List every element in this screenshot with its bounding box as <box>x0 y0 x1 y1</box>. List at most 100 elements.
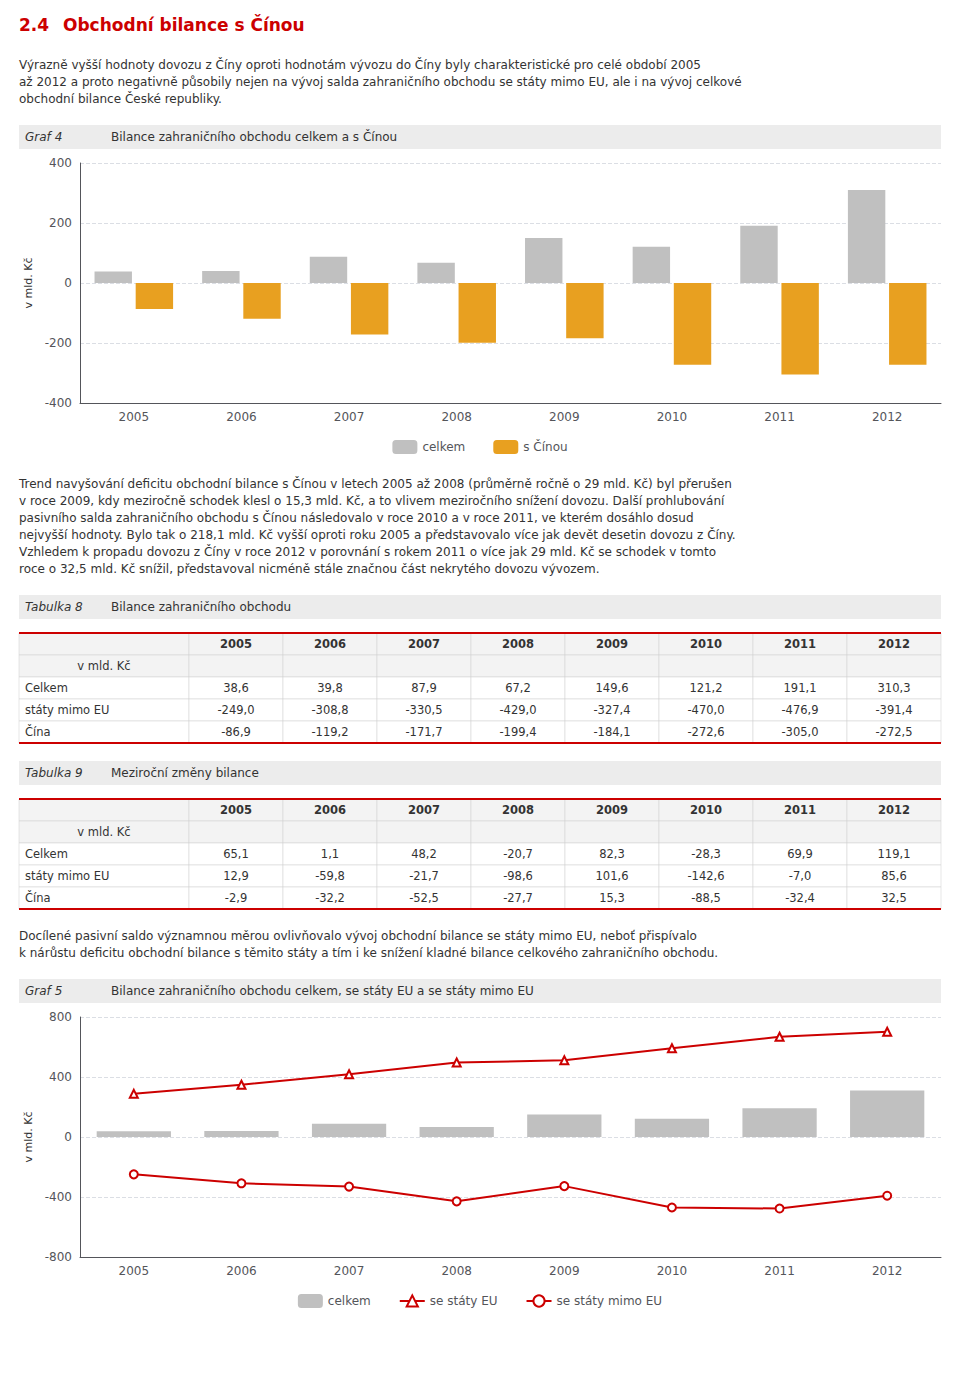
svg-text:-305,0: -305,0 <box>781 725 818 739</box>
svg-text:400: 400 <box>49 156 72 170</box>
svg-text:-52,5: -52,5 <box>409 891 439 905</box>
svg-text:-199,4: -199,4 <box>499 725 536 739</box>
svg-text:Tabulka 8: Tabulka 8 <box>25 600 83 614</box>
svg-text:státy mimo EU: státy mimo EU <box>25 869 110 883</box>
svg-text:-327,4: -327,4 <box>593 703 630 717</box>
svg-text:2006: 2006 <box>314 637 346 651</box>
svg-text:2005: 2005 <box>119 1264 150 1278</box>
svg-text:2011: 2011 <box>784 637 816 651</box>
svg-text:Celkem: Celkem <box>25 681 68 695</box>
svg-text:-171,7: -171,7 <box>405 725 442 739</box>
svg-text:800: 800 <box>49 1010 72 1024</box>
svg-text:-98,6: -98,6 <box>503 869 533 883</box>
svg-text:Čína: Čína <box>25 890 51 905</box>
svg-text:2012: 2012 <box>878 637 910 651</box>
svg-text:Tabulka 9: Tabulka 9 <box>25 766 83 780</box>
svg-text:v mld. Kč: v mld. Kč <box>77 825 130 839</box>
svg-text:2009: 2009 <box>549 1264 580 1278</box>
svg-text:k nárůstu deficitu obchodní bi: k nárůstu deficitu obchodní bilance s tě… <box>19 946 718 960</box>
svg-text:-142,6: -142,6 <box>687 869 724 883</box>
svg-text:310,3: 310,3 <box>878 681 911 695</box>
svg-text:2007: 2007 <box>408 803 440 817</box>
svg-text:2008: 2008 <box>441 410 472 424</box>
svg-text:-32,2: -32,2 <box>315 891 345 905</box>
svg-text:39,8: 39,8 <box>317 681 343 695</box>
svg-text:-330,5: -330,5 <box>405 703 442 717</box>
svg-text:-200: -200 <box>45 336 72 350</box>
svg-text:87,9: 87,9 <box>411 681 437 695</box>
svg-text:2009: 2009 <box>549 410 580 424</box>
svg-text:2009: 2009 <box>596 803 628 817</box>
svg-text:-86,9: -86,9 <box>221 725 251 739</box>
svg-text:67,2: 67,2 <box>505 681 531 695</box>
svg-text:se státy EU: se státy EU <box>430 1294 498 1308</box>
svg-text:roce o 32,5 mld. Kč snížil, př: roce o 32,5 mld. Kč snížil, představoval… <box>19 562 599 576</box>
svg-text:2005: 2005 <box>119 410 150 424</box>
svg-text:101,6: 101,6 <box>596 869 629 883</box>
svg-text:2007: 2007 <box>334 410 365 424</box>
svg-text:se státy mimo EU: se státy mimo EU <box>557 1294 663 1308</box>
svg-text:1,1: 1,1 <box>321 847 339 861</box>
svg-text:-476,9: -476,9 <box>781 703 818 717</box>
svg-text:-59,8: -59,8 <box>315 869 345 883</box>
svg-text:-184,1: -184,1 <box>593 725 630 739</box>
svg-text:celkem: celkem <box>422 440 465 454</box>
svg-text:85,6: 85,6 <box>881 869 907 883</box>
svg-text:celkem: celkem <box>328 1294 371 1308</box>
svg-text:149,6: 149,6 <box>596 681 629 695</box>
svg-text:Trend navyšování deficitu obch: Trend navyšování deficitu obchodní bilan… <box>18 476 732 491</box>
svg-text:2012: 2012 <box>872 1264 903 1278</box>
svg-text:-391,4: -391,4 <box>875 703 912 717</box>
svg-text:121,2: 121,2 <box>690 681 723 695</box>
svg-text:2010: 2010 <box>657 410 688 424</box>
svg-text:Bilance zahraničního obchodu c: Bilance zahraničního obchodu celkem, se … <box>111 984 534 998</box>
svg-text:200: 200 <box>49 216 72 230</box>
svg-text:2009: 2009 <box>596 637 628 651</box>
svg-text:-28,3: -28,3 <box>691 847 721 861</box>
svg-text:2007: 2007 <box>408 637 440 651</box>
svg-text:-800: -800 <box>45 1250 72 1264</box>
svg-text:2008: 2008 <box>502 803 534 817</box>
svg-text:32,5: 32,5 <box>881 891 907 905</box>
svg-text:-20,7: -20,7 <box>503 847 533 861</box>
svg-text:-272,6: -272,6 <box>687 725 724 739</box>
svg-text:0: 0 <box>64 1130 72 1144</box>
svg-text:-7,0: -7,0 <box>789 869 811 883</box>
svg-text:2008: 2008 <box>441 1264 472 1278</box>
svg-text:-470,0: -470,0 <box>687 703 724 717</box>
svg-text:-119,2: -119,2 <box>311 725 348 739</box>
svg-text:-249,0: -249,0 <box>217 703 254 717</box>
svg-text:15,3: 15,3 <box>599 891 625 905</box>
svg-text:38,6: 38,6 <box>223 681 249 695</box>
svg-text:Celkem: Celkem <box>25 847 68 861</box>
svg-text:2010: 2010 <box>690 803 722 817</box>
svg-text:12,9: 12,9 <box>223 869 249 883</box>
svg-text:v mld. Kč: v mld. Kč <box>22 257 35 308</box>
svg-text:Bilance zahraničního obchodu c: Bilance zahraničního obchodu celkem a s … <box>111 129 397 144</box>
svg-text:-308,8: -308,8 <box>311 703 348 717</box>
svg-text:v roce 2009, kdy meziročně sch: v roce 2009, kdy meziročně schodek klesl… <box>19 494 725 508</box>
svg-text:nejvyšší hodnoty. Bylo tak o 2: nejvyšší hodnoty. Bylo tak o 218,1 mld. … <box>19 527 736 542</box>
svg-text:2008: 2008 <box>502 637 534 651</box>
svg-text:2011: 2011 <box>764 1264 795 1278</box>
svg-text:Meziroční změny bilance: Meziroční změny bilance <box>111 766 259 780</box>
svg-text:-21,7: -21,7 <box>409 869 439 883</box>
svg-text:Obchodní bilance s Čínou: Obchodní bilance s Čínou <box>63 14 305 35</box>
svg-text:pasivního salda zahraničního o: pasivního salda zahraničního obchodu s Č… <box>19 510 694 525</box>
svg-text:-27,7: -27,7 <box>503 891 533 905</box>
svg-text:Docílené pasivní saldo významn: Docílené pasivní saldo významnou měrou o… <box>19 929 697 943</box>
svg-text:v mld. Kč: v mld. Kč <box>22 1111 35 1162</box>
svg-text:až 2012 a proto negativně půso: až 2012 a proto negativně působily nejen… <box>19 75 742 89</box>
svg-text:v mld. Kč: v mld. Kč <box>77 659 130 673</box>
svg-text:2010: 2010 <box>690 637 722 651</box>
svg-text:2011: 2011 <box>764 410 795 424</box>
svg-text:Čína: Čína <box>25 724 51 739</box>
svg-text:2012: 2012 <box>872 410 903 424</box>
svg-text:2.4: 2.4 <box>19 15 49 35</box>
svg-text:Graf 5: Graf 5 <box>25 984 62 998</box>
svg-text:2005: 2005 <box>220 803 252 817</box>
svg-text:0: 0 <box>64 276 72 290</box>
svg-text:2006: 2006 <box>314 803 346 817</box>
svg-text:Vzhledem k propadu dovozu z Čí: Vzhledem k propadu dovozu z Číny v roce … <box>19 544 716 559</box>
svg-text:-400: -400 <box>45 396 72 410</box>
